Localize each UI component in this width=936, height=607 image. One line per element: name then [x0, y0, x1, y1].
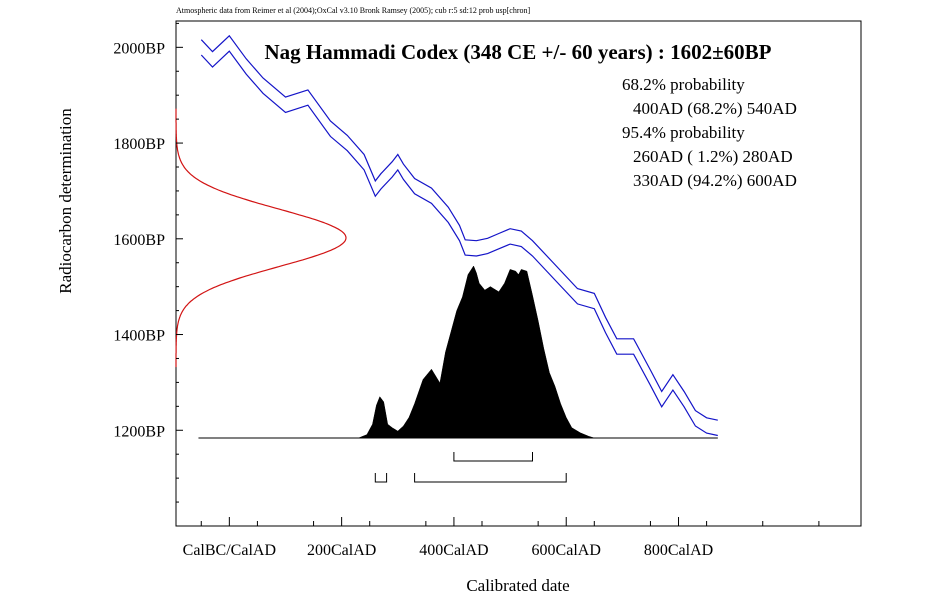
curve-lower-line [200, 50, 718, 437]
range-95-bracket [414, 473, 567, 483]
measurement-distribution [175, 108, 347, 368]
range-95-bracket [374, 473, 388, 483]
calibration-curve-band [200, 34, 718, 437]
summary-line: 260AD ( 1.2%) 280AD [633, 147, 793, 166]
probability-area [358, 265, 595, 439]
x-tick-label: CalBC/CalAD [183, 542, 276, 559]
probability-summary: 68.2% probability 400AD (68.2%) 540AD 95.4… [622, 75, 797, 190]
summary-line: 400AD (68.2%) 540AD [633, 99, 797, 118]
range-68-bracket [453, 452, 533, 462]
y-axis: 2000BP 1800BP 1600BP 1400BP 1200BP [113, 22, 183, 527]
x-axis: CalBC/CalAD 200CalAD 400CalAD 600CalAD 800Ca… [183, 517, 820, 559]
y-tick-label: 1600BP [113, 232, 165, 249]
x-axis-label: Calibrated date [466, 576, 569, 595]
measurement-curve [175, 108, 347, 368]
summary-line: 330AD (94.2%) 600AD [633, 171, 797, 190]
y-tick-label: 1800BP [113, 136, 165, 153]
y-tick-label: 1400BP [113, 328, 165, 345]
credit-text: Atmospheric data from Reimer et al (2004… [176, 6, 530, 15]
y-tick-label: 1200BP [113, 423, 165, 440]
summary-line: 68.2% probability [622, 75, 745, 94]
x-tick-label: 400CalAD [419, 542, 488, 559]
curve-upper-line [200, 34, 718, 421]
x-tick-label: 600CalAD [532, 542, 601, 559]
y-tick-label: 2000BP [113, 40, 165, 57]
plot-frame [175, 20, 862, 527]
range-brackets [374, 452, 567, 483]
summary-line: 95.4% probability [622, 123, 745, 142]
y-axis-label: Radiocarbon determination [56, 108, 75, 294]
probability-distribution [198, 265, 718, 439]
x-tick-label: 800CalAD [644, 542, 713, 559]
x-tick-label: 200CalAD [307, 542, 376, 559]
chart-title: Nag Hammadi Codex (348 CE +/- 60 years) … [264, 40, 771, 64]
